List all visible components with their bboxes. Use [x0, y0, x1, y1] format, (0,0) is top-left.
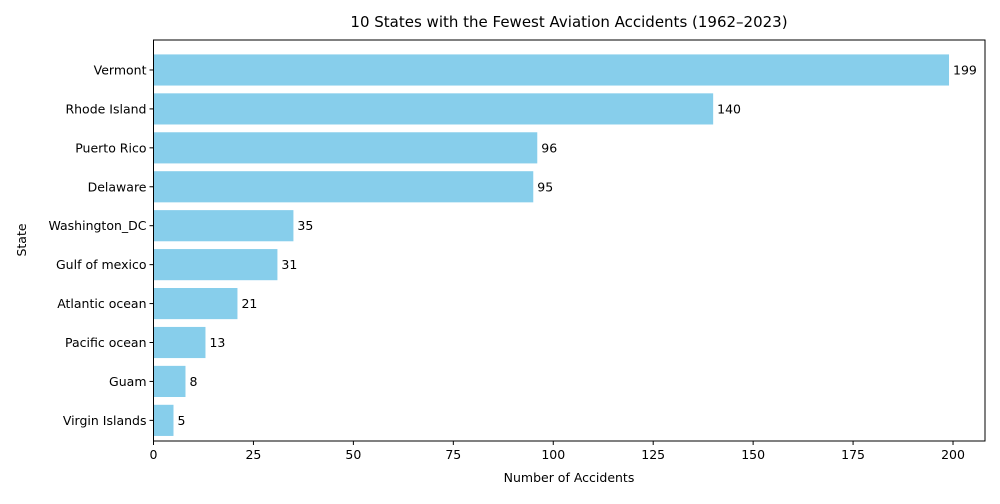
data-label: 95 — [537, 179, 553, 194]
y-tick-label: Delaware — [88, 179, 147, 194]
bar-delaware — [153, 171, 534, 203]
x-tick-label: 200 — [941, 447, 965, 462]
bar-puerto-rico — [153, 132, 538, 164]
x-axis-label: Number of Accidents — [504, 470, 635, 485]
y-tick-label: Rhode Island — [65, 101, 146, 116]
data-label: 21 — [241, 296, 257, 311]
x-tick-label: 175 — [841, 447, 865, 462]
y-tick-label: Puerto Rico — [75, 140, 146, 155]
data-label: 13 — [209, 335, 225, 350]
y-axis-label: State — [14, 223, 29, 256]
bar-atlantic-ocean — [153, 287, 238, 320]
data-label: 31 — [281, 257, 297, 272]
bar-pacific-ocean — [153, 326, 206, 359]
bar-guam — [153, 365, 186, 398]
x-tick-label: 0 — [150, 447, 158, 462]
y-tick-label: Virgin Islands — [63, 413, 147, 428]
data-label: 96 — [541, 140, 557, 155]
data-labels: 199 140 96 95 35 31 21 13 8 5 — [177, 62, 976, 427]
y-tick-label: Guam — [109, 374, 146, 389]
x-tick-label: 100 — [541, 447, 565, 462]
x-tick-label: 125 — [641, 447, 665, 462]
x-tick-label: 50 — [345, 447, 361, 462]
y-tick-label: Pacific ocean — [65, 335, 147, 350]
x-tick-label: 150 — [741, 447, 765, 462]
data-label: 140 — [717, 101, 741, 116]
data-label: 5 — [177, 413, 185, 428]
x-tick-label: 25 — [245, 447, 261, 462]
bar-virgin-islands — [153, 404, 174, 436]
y-tick-labels: Vermont Rhode Island Puerto Rico Delaware Wa… — [48, 62, 154, 428]
x-ticks: 0 25 50 75 100 125 150 175 200 — [150, 441, 965, 462]
data-label: 8 — [189, 374, 197, 389]
y-tick-label: Vermont — [94, 62, 147, 77]
bars-group — [153, 54, 950, 436]
y-tick-label: Atlantic ocean — [57, 296, 146, 311]
bar-washington-dc — [153, 210, 294, 242]
plot-frame — [153, 39, 986, 442]
x-tick-label: 75 — [445, 447, 461, 462]
bar-gulf-of-mexico — [153, 249, 278, 281]
bar-vermont — [153, 54, 950, 86]
y-tick-label: Gulf of mexico — [56, 257, 147, 272]
data-label: 199 — [953, 62, 977, 77]
data-label: 35 — [297, 218, 313, 233]
y-tick-label: Washington_DC — [48, 218, 146, 233]
bar-rhode-island — [153, 93, 714, 125]
chart-title: 10 States with the Fewest Aviation Accid… — [350, 13, 787, 31]
